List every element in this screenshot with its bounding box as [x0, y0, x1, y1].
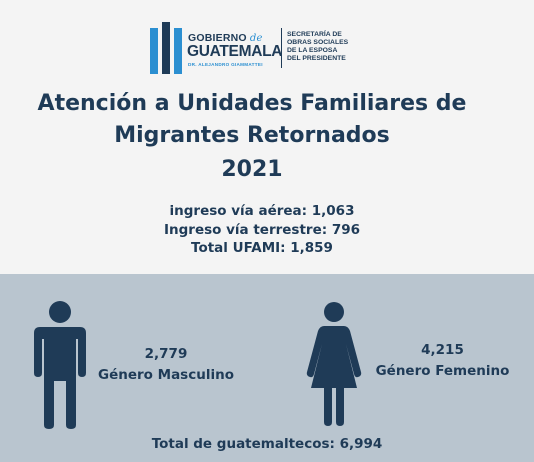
- sosep-line: DE LA ESPOSA: [287, 47, 338, 54]
- male-count: 2,779: [144, 346, 188, 362]
- female-count: 4,215: [421, 342, 464, 358]
- stats-block: ingreso vía aérea: 1,063 Ingreso vía ter…: [0, 202, 524, 258]
- stat-total-ufami: Total UFAMI: 1,859: [191, 240, 333, 256]
- logo-divider: [281, 28, 282, 68]
- flag-stripes-icon: [150, 22, 182, 74]
- female-person-icon: [306, 302, 362, 426]
- title-line-2: Migrantes Retornados: [114, 123, 390, 148]
- logo-guatemala: GUATEMALA: [187, 43, 283, 60]
- title-line-1: Atención a Unidades Familiares de: [37, 91, 467, 116]
- logo-de: de: [249, 33, 263, 44]
- gender-panel: [0, 274, 534, 462]
- government-logo: GOBIERNO de GUATEMALA DR. ALEJANDRO GIAM…: [150, 22, 390, 74]
- stat-terrestre: Ingreso vía terrestre: 796: [163, 221, 361, 238]
- sosep-line: OBRAS SOCIALES: [287, 39, 349, 46]
- stat-aerea: ingreso vía aérea: 1,063: [169, 203, 355, 219]
- logo-gobierno: GOBIERNO de: [188, 32, 263, 44]
- title-year: 2021: [221, 157, 283, 182]
- logo-president-name: DR. ALEJANDRO GIAMMATTEI: [188, 62, 263, 67]
- total-guatemaltecos: Total de guatemaltecos: 6,994: [151, 436, 383, 452]
- male-stat: 2,779 Género Masculino: [96, 344, 236, 386]
- sosep-line: SECRETARÍA DE: [287, 31, 342, 38]
- female-label: Género Femenino: [375, 363, 510, 379]
- sosep-text: SECRETARÍA DE OBRAS SOCIALES DE LA ESPOS…: [287, 31, 387, 63]
- female-stat: 4,215 Género Femenino: [370, 340, 515, 382]
- male-person-icon: [34, 301, 86, 429]
- male-label: Género Masculino: [98, 367, 234, 383]
- sosep-line: DEL PRESIDENTE: [287, 55, 346, 62]
